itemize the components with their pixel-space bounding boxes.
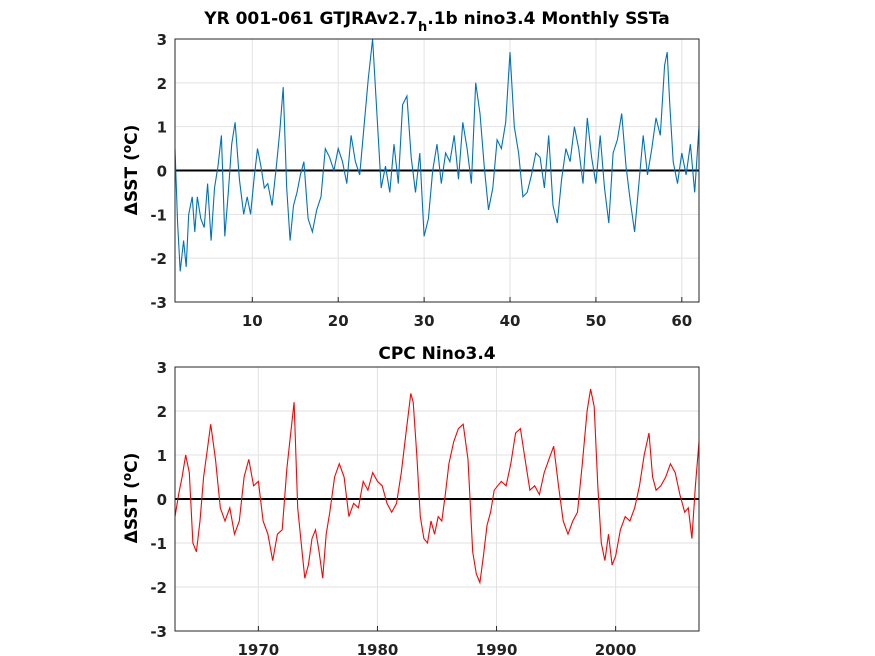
bottom-ytick-label: 1 [157, 447, 167, 465]
top-xtick-label: 50 [585, 312, 606, 330]
bottom-xtick-label: 2000 [595, 641, 637, 656]
bottom-series-line [174, 388, 700, 585]
top-y-axis-label: ΔSST (oC) [120, 125, 142, 216]
top-ytick-label: 0 [157, 163, 167, 181]
bottom-xtick-label: 1990 [476, 641, 518, 656]
top-xtick-label: 60 [671, 312, 692, 330]
bottom-ytick-label: 3 [157, 359, 167, 377]
top-panel: YR 001-061 GTJRAv2.7h.1b nino3.4 Monthly… [120, 9, 700, 330]
top-ylabel-delta: Δ [122, 201, 142, 215]
top-ytick-label: -1 [150, 206, 167, 224]
bottom-y-axis-label: ΔSST (oC) [120, 453, 142, 544]
top-title-main: YR 001-061 GTJRAv2.7 [203, 9, 418, 29]
bottom-axes-frame [174, 366, 700, 632]
top-title-subscript: h [418, 20, 427, 35]
bottom-ylabel-delta: Δ [122, 529, 142, 543]
top-series-line [174, 38, 700, 272]
top-chart-title: YR 001-061 GTJRAv2.7h.1b nino3.4 Monthly… [203, 9, 669, 35]
top-ylabel-unit: C) [122, 125, 142, 145]
top-xtick-label: 10 [242, 312, 263, 330]
top-title-rest: .1b nino3.4 Monthly SSTa [427, 9, 669, 29]
bottom-chart-title: CPC Nino3.4 [378, 344, 495, 364]
top-ylabel-degree: o [120, 145, 134, 153]
bottom-ylabel-unit: C) [122, 453, 142, 473]
bottom-ytick-label: 0 [157, 491, 167, 509]
bottom-xtick-label: 1980 [357, 641, 399, 656]
bottom-xtick-labels: 1970 1980 1990 2000 [237, 641, 636, 656]
top-ytick-label: -3 [150, 294, 167, 312]
bottom-ytick-labels: -3 -2 -1 0 1 2 3 [150, 359, 167, 641]
bottom-ylabel-text: SST ( [122, 481, 142, 530]
top-ytick-label: 3 [157, 31, 167, 49]
top-ytick-labels: -3 -2 -1 0 1 2 3 [150, 31, 167, 312]
bottom-ytick-label: 2 [157, 403, 167, 421]
bottom-xtick-label: 1970 [237, 641, 279, 656]
bottom-ytick-label: -1 [150, 535, 167, 553]
top-ytick-label: -2 [150, 250, 167, 268]
top-ylabel-text: SST ( [122, 153, 142, 202]
bottom-ytick-label: -3 [150, 623, 167, 641]
bottom-ylabel-degree: o [120, 473, 134, 481]
top-axes-frame [174, 38, 700, 303]
top-xtick-labels: 10 20 30 40 50 60 [242, 312, 692, 330]
top-xtick-label: 30 [414, 312, 435, 330]
top-xtick-label: 40 [500, 312, 521, 330]
top-ytick-label: 1 [157, 119, 167, 137]
top-ytick-label: 2 [157, 75, 167, 93]
bottom-ytick-label: -2 [150, 579, 167, 597]
top-xtick-label: 20 [328, 312, 349, 330]
